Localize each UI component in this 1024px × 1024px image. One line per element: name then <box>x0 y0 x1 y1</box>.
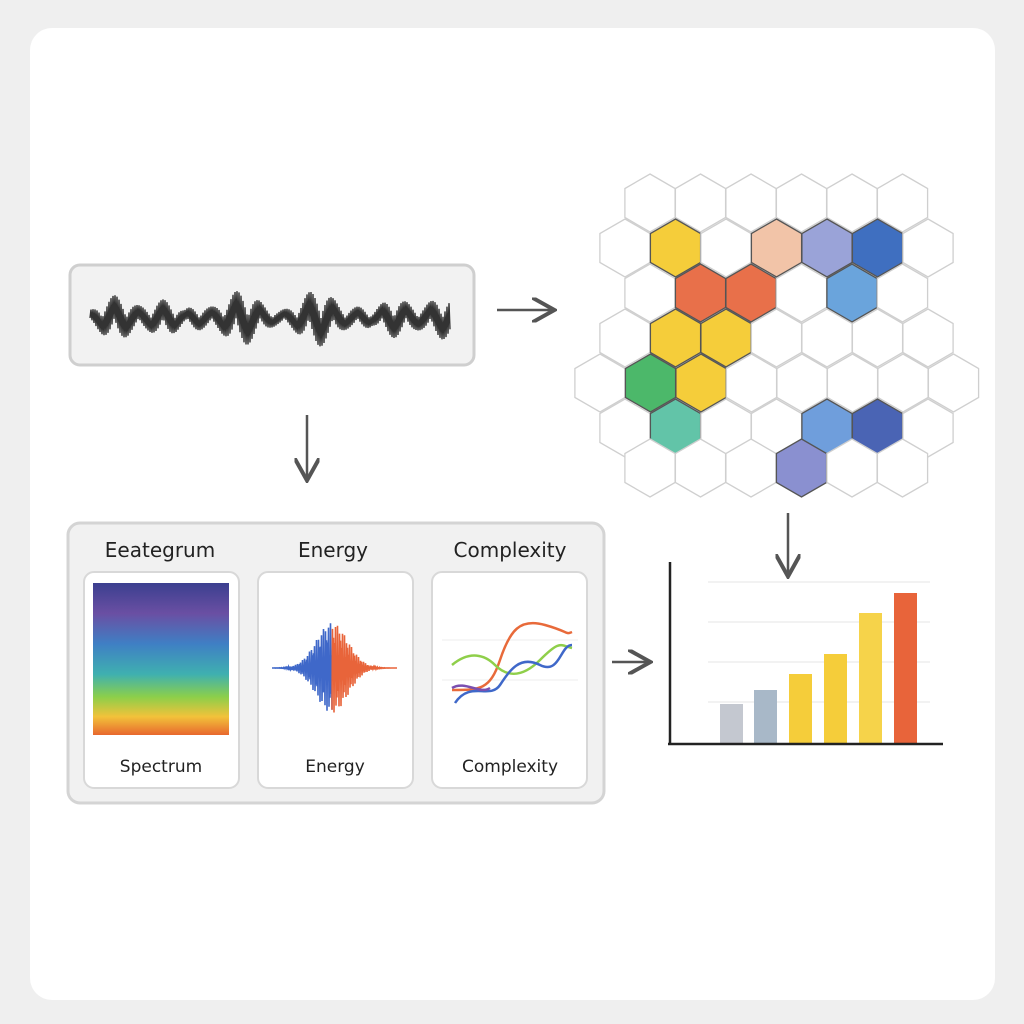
complexity-plot <box>442 621 578 704</box>
hex-cell <box>876 263 929 323</box>
bar <box>720 704 743 744</box>
hex-cell <box>902 308 954 368</box>
output-chart <box>668 562 943 746</box>
hex-cell <box>876 173 929 233</box>
waveform-box <box>68 263 476 367</box>
bar <box>894 593 917 744</box>
canvas <box>30 28 995 1000</box>
curve <box>451 643 573 675</box>
bar <box>824 654 847 744</box>
bar <box>859 613 882 744</box>
spectrogram <box>93 583 229 735</box>
panel-header: Energy <box>298 538 368 562</box>
hex-grid <box>574 173 980 498</box>
energy-wave <box>272 623 333 711</box>
card-label: Complexity <box>462 757 558 777</box>
card-label: Spectrum <box>120 757 202 777</box>
curve <box>451 621 573 692</box>
curve <box>451 684 491 692</box>
waveform <box>89 291 451 347</box>
card-label: Energy <box>305 757 365 777</box>
panel-header: Complexity <box>454 538 567 562</box>
bar <box>754 690 777 744</box>
panel-header: Eeategrum <box>105 538 215 562</box>
energy-wave <box>331 625 397 713</box>
hex-cell <box>927 353 980 413</box>
hex-cell <box>902 218 954 278</box>
curve <box>453 643 573 704</box>
bar <box>789 674 812 744</box>
hex-cell <box>876 438 929 498</box>
